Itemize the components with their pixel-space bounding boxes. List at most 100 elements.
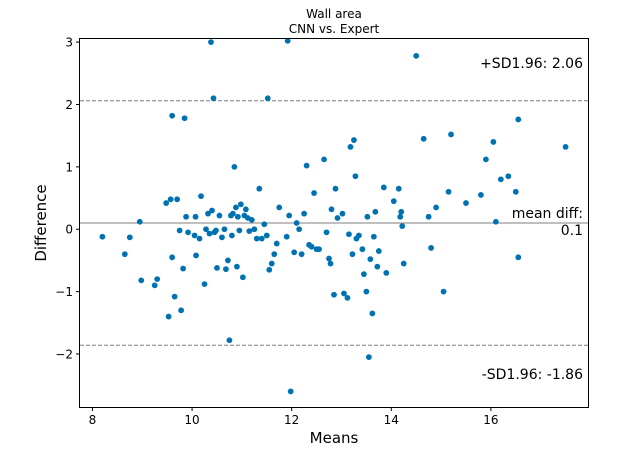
data-point bbox=[383, 269, 390, 276]
x-tick-label: 12 bbox=[284, 413, 299, 427]
data-point bbox=[258, 235, 265, 242]
data-point bbox=[251, 226, 258, 233]
data-point bbox=[242, 206, 249, 213]
data-point bbox=[372, 208, 379, 215]
y-tick-label: 1 bbox=[65, 160, 73, 174]
data-point bbox=[344, 294, 351, 301]
data-point bbox=[214, 265, 220, 271]
lower-limit-label: -SD1.96: -1.86 bbox=[482, 367, 583, 383]
data-point bbox=[425, 213, 432, 220]
data-point bbox=[316, 246, 322, 253]
data-point bbox=[328, 206, 335, 213]
data-point bbox=[483, 156, 489, 163]
y-axis-label: Difference bbox=[32, 184, 50, 261]
data-point bbox=[420, 135, 427, 142]
data-point bbox=[236, 227, 243, 234]
data-point bbox=[198, 193, 204, 200]
data-point bbox=[433, 204, 439, 211]
data-point bbox=[284, 37, 291, 44]
y-tick-label: 0 bbox=[65, 223, 73, 237]
data-point bbox=[165, 313, 172, 320]
data-point bbox=[196, 235, 203, 242]
data-point bbox=[178, 307, 185, 314]
data-point bbox=[512, 188, 519, 195]
data-point bbox=[208, 39, 214, 46]
data-point bbox=[349, 251, 356, 258]
data-point bbox=[163, 200, 170, 206]
x-tick-label: 10 bbox=[184, 413, 199, 427]
data-point bbox=[445, 188, 452, 195]
data-point bbox=[413, 52, 420, 59]
data-point bbox=[286, 212, 293, 219]
data-point bbox=[231, 163, 238, 170]
y-tick-label: −1 bbox=[55, 285, 73, 299]
data-point bbox=[180, 265, 186, 272]
data-point bbox=[331, 291, 337, 298]
data-point bbox=[367, 256, 374, 263]
data-point bbox=[253, 235, 260, 242]
x-axis-label: Means bbox=[310, 429, 359, 447]
x-axis-ticks: 8 10 12 14 16 bbox=[89, 407, 499, 427]
chart-title: Wall area bbox=[306, 7, 362, 21]
data-point bbox=[99, 233, 106, 240]
data-point bbox=[229, 210, 236, 217]
data-point bbox=[264, 95, 271, 102]
data-point bbox=[176, 227, 183, 234]
data-point bbox=[126, 234, 133, 241]
data-point bbox=[256, 185, 263, 192]
data-point bbox=[154, 276, 161, 283]
plot-frame bbox=[79, 38, 589, 408]
data-point bbox=[440, 288, 447, 295]
data-point bbox=[363, 288, 370, 295]
data-point bbox=[380, 184, 387, 191]
data-point bbox=[151, 282, 158, 289]
data-point bbox=[515, 254, 522, 261]
data-point bbox=[205, 210, 211, 217]
y-tick-label: −2 bbox=[55, 347, 73, 361]
upper-limit-label: +SD1.96: 2.06 bbox=[480, 56, 583, 72]
data-point bbox=[276, 204, 283, 211]
data-point bbox=[221, 226, 228, 233]
data-point bbox=[301, 210, 308, 217]
mean-diff-label-top: mean diff: bbox=[512, 206, 583, 222]
data-point bbox=[287, 388, 294, 395]
data-point bbox=[296, 226, 303, 233]
data-point bbox=[209, 207, 215, 214]
data-point bbox=[268, 260, 275, 267]
data-point bbox=[346, 231, 352, 238]
chart-subtitle: CNN vs. Expert bbox=[289, 22, 380, 36]
data-point bbox=[191, 232, 198, 239]
data-point bbox=[490, 139, 497, 145]
data-point bbox=[261, 221, 268, 228]
data-point bbox=[248, 216, 255, 223]
data-point bbox=[136, 218, 143, 225]
data-point bbox=[397, 213, 404, 220]
data-point bbox=[356, 232, 362, 239]
data-point bbox=[219, 234, 225, 241]
data-point bbox=[239, 274, 246, 281]
data-point bbox=[138, 277, 145, 284]
data-point bbox=[226, 337, 233, 344]
data-point bbox=[298, 251, 305, 258]
data-point bbox=[360, 271, 367, 278]
data-point bbox=[364, 213, 371, 220]
data-point bbox=[293, 220, 300, 226]
x-tick-label: 16 bbox=[483, 413, 498, 427]
data-point bbox=[492, 218, 499, 225]
data-point bbox=[478, 192, 484, 198]
data-point bbox=[171, 293, 178, 300]
data-point bbox=[370, 233, 377, 240]
data-point bbox=[327, 260, 334, 267]
data-point bbox=[311, 190, 317, 196]
data-point bbox=[400, 260, 407, 267]
data-point bbox=[399, 223, 406, 230]
data-point bbox=[225, 257, 231, 264]
data-point bbox=[216, 212, 223, 219]
data-point bbox=[181, 115, 188, 122]
data-point bbox=[352, 173, 359, 180]
data-point bbox=[201, 281, 208, 288]
data-point bbox=[232, 204, 239, 211]
data-point bbox=[233, 263, 240, 270]
data-point bbox=[515, 116, 522, 123]
data-point bbox=[390, 198, 397, 205]
